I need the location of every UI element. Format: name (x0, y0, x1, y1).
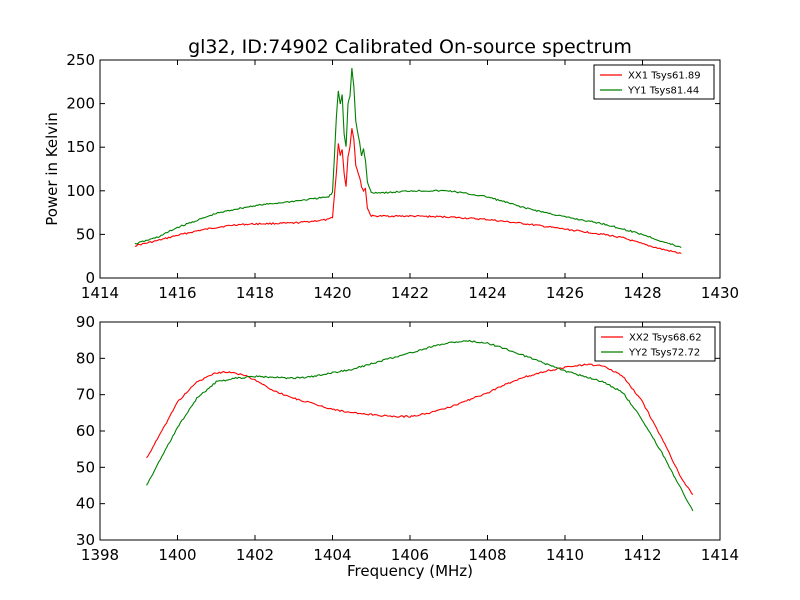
y-tick-label: 100 (66, 182, 95, 200)
y-tick-label: 70 (76, 386, 95, 404)
y-tick-label: 250 (66, 51, 95, 69)
top-chart: 1414 1416 1418 1420 1422 1424 1426 1428 1430 0 50 1… (66, 51, 739, 302)
x-tick-label: 1412 (623, 546, 661, 564)
y-tick-label: 90 (76, 313, 95, 331)
x-tick-label: 1404 (313, 546, 351, 564)
x-tick-label: 1414 (701, 546, 739, 564)
y-tick-label: 50 (76, 458, 95, 476)
x-tick-label: 1426 (546, 284, 584, 302)
series-line-xx1 (134, 128, 682, 255)
x-tick-label: 1430 (701, 284, 739, 302)
x-tick-label: 1418 (236, 284, 274, 302)
series-line-yy1 (134, 67, 682, 248)
y-tick-label: 50 (76, 225, 95, 243)
y-tick-label: 150 (66, 138, 95, 156)
y-tick-label: 30 (76, 531, 95, 549)
bottom-chart: 1398 1400 1402 1404 1406 1408 1410 1412 1414 30 40… (76, 313, 739, 564)
x-tick-label: 1398 (81, 546, 119, 564)
legend-label: XX1 Tsys61.89 (628, 71, 701, 82)
legend: XX2 Tsys68.62 YY2 Tsys72.72 (594, 326, 716, 362)
legend-label: YY2 Tsys72.72 (628, 348, 700, 359)
x-tick-label: 1420 (313, 284, 351, 302)
x-tick-label: 1406 (391, 546, 429, 564)
x-tick-label: 1422 (391, 284, 429, 302)
series-line-xx2 (146, 363, 694, 495)
y-tick-label: 40 (76, 495, 95, 513)
series-line-yy2 (146, 339, 694, 512)
x-tick-label: 1416 (158, 284, 196, 302)
y-tick-label: 0 (85, 269, 95, 287)
legend-label: YY1 Tsys81.44 (627, 86, 699, 97)
x-tick-label: 1400 (158, 546, 196, 564)
legend-label: XX2 Tsys68.62 (629, 333, 702, 344)
x-tick-label: 1410 (546, 546, 584, 564)
x-tick-label: 1408 (468, 546, 506, 564)
x-tick-label: 1414 (81, 284, 119, 302)
y-tick-label: 80 (76, 349, 95, 367)
x-tick-label: 1428 (623, 284, 661, 302)
y-tick-label: 200 (66, 95, 95, 113)
x-tick-label: 1402 (236, 546, 274, 564)
legend: XX1 Tsys61.89 YY1 Tsys81.44 (593, 64, 715, 100)
bottom-x-axis-label: Frequency (MHz) (347, 562, 473, 580)
y-tick-label: 60 (76, 422, 95, 440)
legend-box (594, 326, 716, 362)
legend-box (593, 64, 715, 100)
chart-title: gl32, ID:74902 Calibrated On-source spec… (188, 36, 632, 58)
x-tick-label: 1424 (468, 284, 506, 302)
top-y-axis-label: Power in Kelvin (43, 112, 61, 226)
